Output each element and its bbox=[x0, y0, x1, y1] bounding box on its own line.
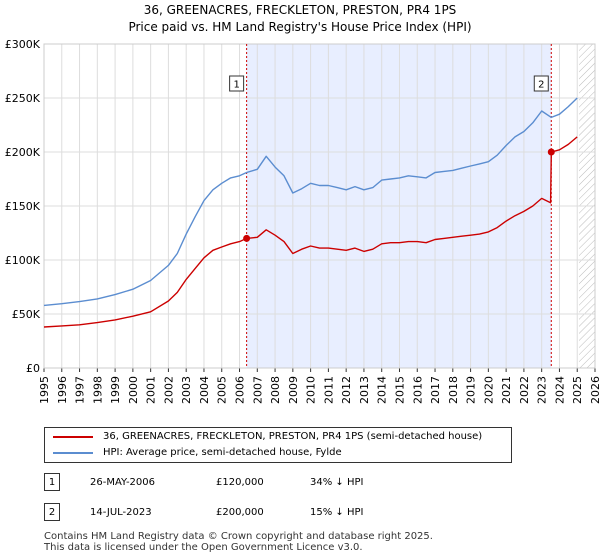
plot-border bbox=[43, 43, 596, 369]
x-tick-label: 1995 bbox=[38, 376, 51, 404]
x-tick-label: 2015 bbox=[393, 376, 406, 404]
price-chart: £0 £50K £100K £150K £200K £250K £300K 1995 1996 1… bbox=[5, 38, 600, 404]
x-tick-label: 2001 bbox=[145, 376, 158, 404]
x-tick-label: 2019 bbox=[465, 376, 478, 404]
y-tick-label: £100K bbox=[5, 254, 41, 267]
x-tick-label: 2011 bbox=[322, 376, 335, 404]
y-tick-label: £300K bbox=[5, 38, 41, 51]
x-tick-label: 2014 bbox=[376, 376, 389, 404]
sale-point bbox=[547, 148, 555, 156]
x-tick-label: 2018 bbox=[447, 376, 460, 404]
legend-property-label: 36, GREENACRES, FRECKLETON, PRESTON, PR4… bbox=[103, 431, 483, 442]
sale-hpi-diff: 15% ↓ HPI bbox=[310, 507, 364, 518]
x-tick-label: 2024 bbox=[553, 376, 566, 404]
x-tick-label: 2003 bbox=[180, 376, 193, 404]
x-tick-label: 2022 bbox=[518, 376, 531, 404]
sale-date: 26-MAY-2006 bbox=[90, 477, 156, 488]
sale-hpi-diff: 34% ↓ HPI bbox=[310, 477, 364, 488]
chart-title: 36, GREENACRES, FRECKLETON, PRESTON, PR4… bbox=[0, 2, 600, 36]
x-tick-label: 2013 bbox=[358, 376, 371, 404]
x-tick-label: 2002 bbox=[162, 376, 175, 404]
annotation-label: 1 bbox=[233, 80, 239, 91]
legend-hpi-label: HPI: Average price, semi-detached house,… bbox=[103, 447, 342, 458]
sale-price: £200,000 bbox=[216, 507, 264, 518]
x-tick-label: 2008 bbox=[269, 376, 282, 404]
legend: 36, GREENACRES, FRECKLETON, PRESTON, PR4… bbox=[44, 427, 512, 463]
y-tick-label: £200K bbox=[5, 146, 41, 159]
footer-line-1: Contains HM Land Registry data © Crown c… bbox=[44, 531, 433, 542]
x-tick-label: 2017 bbox=[429, 376, 442, 404]
x-tick-label: 2010 bbox=[305, 376, 318, 404]
sale-number-badge: 2 bbox=[44, 503, 60, 521]
hpi-series-line bbox=[43, 97, 578, 307]
x-tick-label: 2025 bbox=[571, 376, 584, 404]
x-tick-label: 2000 bbox=[127, 376, 140, 404]
x-tick-label: 2016 bbox=[411, 376, 424, 404]
legend-hpi-swatch bbox=[53, 452, 93, 454]
x-tick-label: 2020 bbox=[482, 376, 495, 404]
annotation-box bbox=[229, 75, 245, 92]
footer-line-2: This data is licensed under the Open Gov… bbox=[44, 542, 363, 553]
x-tick-label: 2009 bbox=[287, 376, 300, 404]
property-series-line bbox=[43, 136, 578, 328]
title-line-1: 36, GREENACRES, FRECKLETON, PRESTON, PR4… bbox=[143, 3, 457, 17]
sale-date: 14-JUL-2023 bbox=[90, 507, 152, 518]
annotation-box bbox=[533, 75, 549, 92]
annotation-label: 2 bbox=[538, 80, 544, 91]
x-tick-label: 1998 bbox=[91, 376, 104, 404]
title-line-2: Price paid vs. HM Land Registry's House … bbox=[128, 20, 472, 34]
x-tick-label: 1996 bbox=[56, 376, 69, 404]
x-tick-label: 2012 bbox=[340, 376, 353, 404]
sale-point bbox=[243, 234, 251, 242]
sale-number-badge: 1 bbox=[44, 473, 60, 491]
footer-attribution: Contains HM Land Registry data © Crown c… bbox=[44, 531, 433, 553]
y-tick-label: £150K bbox=[5, 200, 41, 213]
x-tick-label: 2026 bbox=[589, 376, 600, 404]
x-tick-label: 2004 bbox=[198, 376, 211, 404]
sale-row: 1 26-MAY-2006 £120,000 34% ↓ HPI bbox=[44, 473, 444, 493]
sale-row: 2 14-JUL-2023 £200,000 15% ↓ HPI bbox=[44, 503, 444, 523]
y-tick-label: £250K bbox=[5, 92, 41, 105]
x-tick-label: 1997 bbox=[74, 376, 87, 404]
x-tick-label: 2005 bbox=[216, 376, 229, 404]
sale-price: £120,000 bbox=[216, 477, 264, 488]
x-tick-label: 2023 bbox=[536, 376, 549, 404]
y-tick-label: £0 bbox=[26, 362, 40, 375]
legend-property-swatch bbox=[53, 436, 93, 438]
x-tick-label: 2007 bbox=[251, 376, 264, 404]
x-tick-label: 2006 bbox=[234, 376, 247, 404]
x-tick-label: 1999 bbox=[109, 376, 122, 404]
y-tick-label: £50K bbox=[12, 308, 41, 321]
x-tick-label: 2021 bbox=[500, 376, 513, 404]
